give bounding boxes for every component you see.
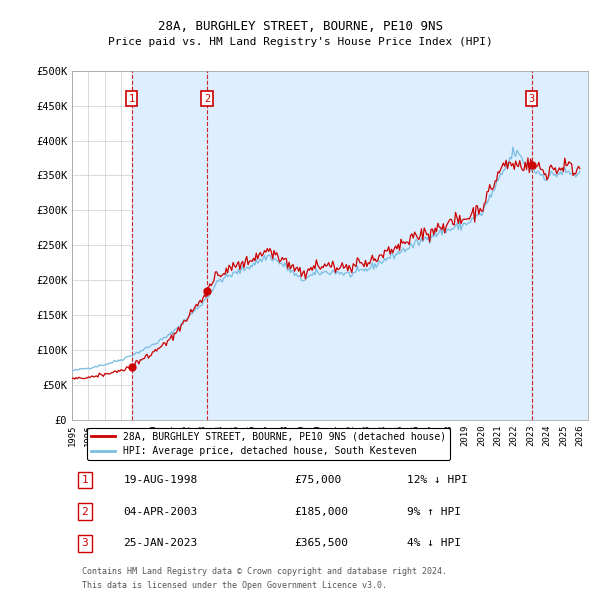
Text: 2: 2 <box>82 507 88 517</box>
Text: 3: 3 <box>529 94 535 104</box>
Text: 3: 3 <box>82 538 88 548</box>
Text: Price paid vs. HM Land Registry's House Price Index (HPI): Price paid vs. HM Land Registry's House … <box>107 38 493 47</box>
Text: This data is licensed under the Open Government Licence v3.0.: This data is licensed under the Open Gov… <box>82 581 388 590</box>
Text: 2: 2 <box>204 94 211 104</box>
Text: 28A, BURGHLEY STREET, BOURNE, PE10 9NS: 28A, BURGHLEY STREET, BOURNE, PE10 9NS <box>157 20 443 33</box>
Text: 25-JAN-2023: 25-JAN-2023 <box>124 538 198 548</box>
Bar <box>532 71 588 419</box>
Text: 1: 1 <box>82 475 88 485</box>
Text: £185,000: £185,000 <box>294 507 348 517</box>
Text: 12% ↓ HPI: 12% ↓ HPI <box>407 475 468 485</box>
Text: £365,500: £365,500 <box>294 538 348 548</box>
Bar <box>131 71 207 419</box>
Text: 4% ↓ HPI: 4% ↓ HPI <box>407 538 461 548</box>
Legend: 28A, BURGHLEY STREET, BOURNE, PE10 9NS (detached house), HPI: Average price, det: 28A, BURGHLEY STREET, BOURNE, PE10 9NS (… <box>87 428 450 460</box>
Text: 1: 1 <box>128 94 135 104</box>
Text: Contains HM Land Registry data © Crown copyright and database right 2024.: Contains HM Land Registry data © Crown c… <box>82 567 448 576</box>
Text: 19-AUG-1998: 19-AUG-1998 <box>124 475 198 485</box>
Text: 04-APR-2003: 04-APR-2003 <box>124 507 198 517</box>
Text: 9% ↑ HPI: 9% ↑ HPI <box>407 507 461 517</box>
Text: £75,000: £75,000 <box>294 475 341 485</box>
Bar <box>207 71 532 419</box>
